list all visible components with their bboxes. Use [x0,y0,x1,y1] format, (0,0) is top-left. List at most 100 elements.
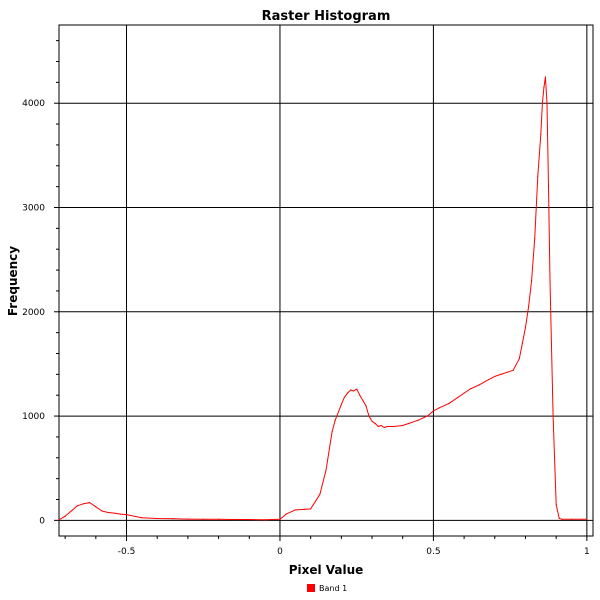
data-point [494,375,496,378]
y-tick-label: 1000 [22,412,45,422]
data-point [374,422,376,424]
data-point [319,493,321,495]
x-tick-label: 0.5 [426,547,440,557]
data-point [540,133,542,136]
data-point [58,519,60,521]
data-point [546,102,548,104]
data-point [365,405,367,407]
data-point [310,508,312,510]
data-point [362,399,364,402]
y-tick-labels: 0 1000 2000 3000 4000 [22,99,45,526]
x-tick-label: 0 [277,547,283,557]
data-point [377,425,379,428]
data-point [107,511,109,514]
data-point [537,175,539,177]
data-point [469,388,471,390]
data-point [64,515,66,517]
data-point [586,518,588,520]
data-point [524,326,527,329]
data-point [340,404,342,406]
data-point [432,410,435,412]
x-axis-title: Pixel Value [289,563,364,577]
data-point [171,518,174,520]
legend-label: Band 1 [319,584,347,593]
data-point [356,388,358,390]
data-point [386,425,388,428]
y-tick-label: 3000 [22,204,45,214]
data-point [541,102,543,104]
data-point [334,419,336,421]
data-point [463,392,465,394]
data-point [558,517,560,519]
data-point [380,424,382,427]
data-point [518,358,520,360]
x-tick-label: 1 [584,547,590,557]
data-point [248,518,250,521]
data-point [325,469,327,471]
data-point [438,407,441,409]
data-point [141,517,143,519]
data-point [527,305,530,308]
data-point [500,373,502,375]
data-point [125,514,128,516]
data-point [353,390,355,392]
x-tick-labels: -0.5 0 0.5 1 [118,547,590,557]
data-point [76,505,79,507]
data-point [561,518,563,520]
data-point [303,508,306,511]
data-point [408,422,410,424]
data-point [349,389,352,391]
data-point [368,415,370,417]
data-point [346,392,349,394]
data-point [402,424,404,427]
data-point [552,415,554,417]
data-point [331,431,333,433]
data-point [531,279,533,282]
data-point [202,518,204,520]
data-point [488,378,490,381]
data-point [371,420,373,422]
data-point [264,519,266,521]
data-point [70,510,72,512]
data-point [82,503,85,505]
data-point [156,517,158,520]
plot-area [58,24,594,537]
data-point [294,509,296,511]
data-point [547,186,550,188]
legend-swatch [307,584,315,592]
y-tick-label: 2000 [22,308,45,318]
data-point [570,518,573,520]
data-point [217,518,220,520]
data-point [101,510,103,512]
data-point [512,369,514,371]
data-point [233,518,235,521]
data-point [113,512,115,514]
chart-title: Raster Histogram [262,9,391,24]
data-point [555,504,557,506]
minor-ticks [54,40,588,541]
data-point [534,238,536,240]
data-point [383,426,385,429]
data-point [392,425,395,428]
data-point [457,396,459,398]
data-point [448,402,450,405]
data-point [95,506,97,508]
data-point [478,384,481,386]
data-point [285,513,287,515]
data-point [521,342,524,344]
y-tick-label: 0 [39,516,45,526]
data-point [279,518,281,520]
data-point [343,396,346,398]
x-tick-label: -0.5 [118,547,136,557]
data-point [543,86,545,89]
data-point [359,394,361,396]
series-layer [58,76,588,521]
y-tick-label: 4000 [22,99,45,109]
data-point [426,415,428,417]
data-point [187,518,189,520]
data-point [417,419,419,421]
data-point [119,513,121,515]
grid-lines [59,25,593,536]
y-axis-title: Frequency [6,246,20,316]
